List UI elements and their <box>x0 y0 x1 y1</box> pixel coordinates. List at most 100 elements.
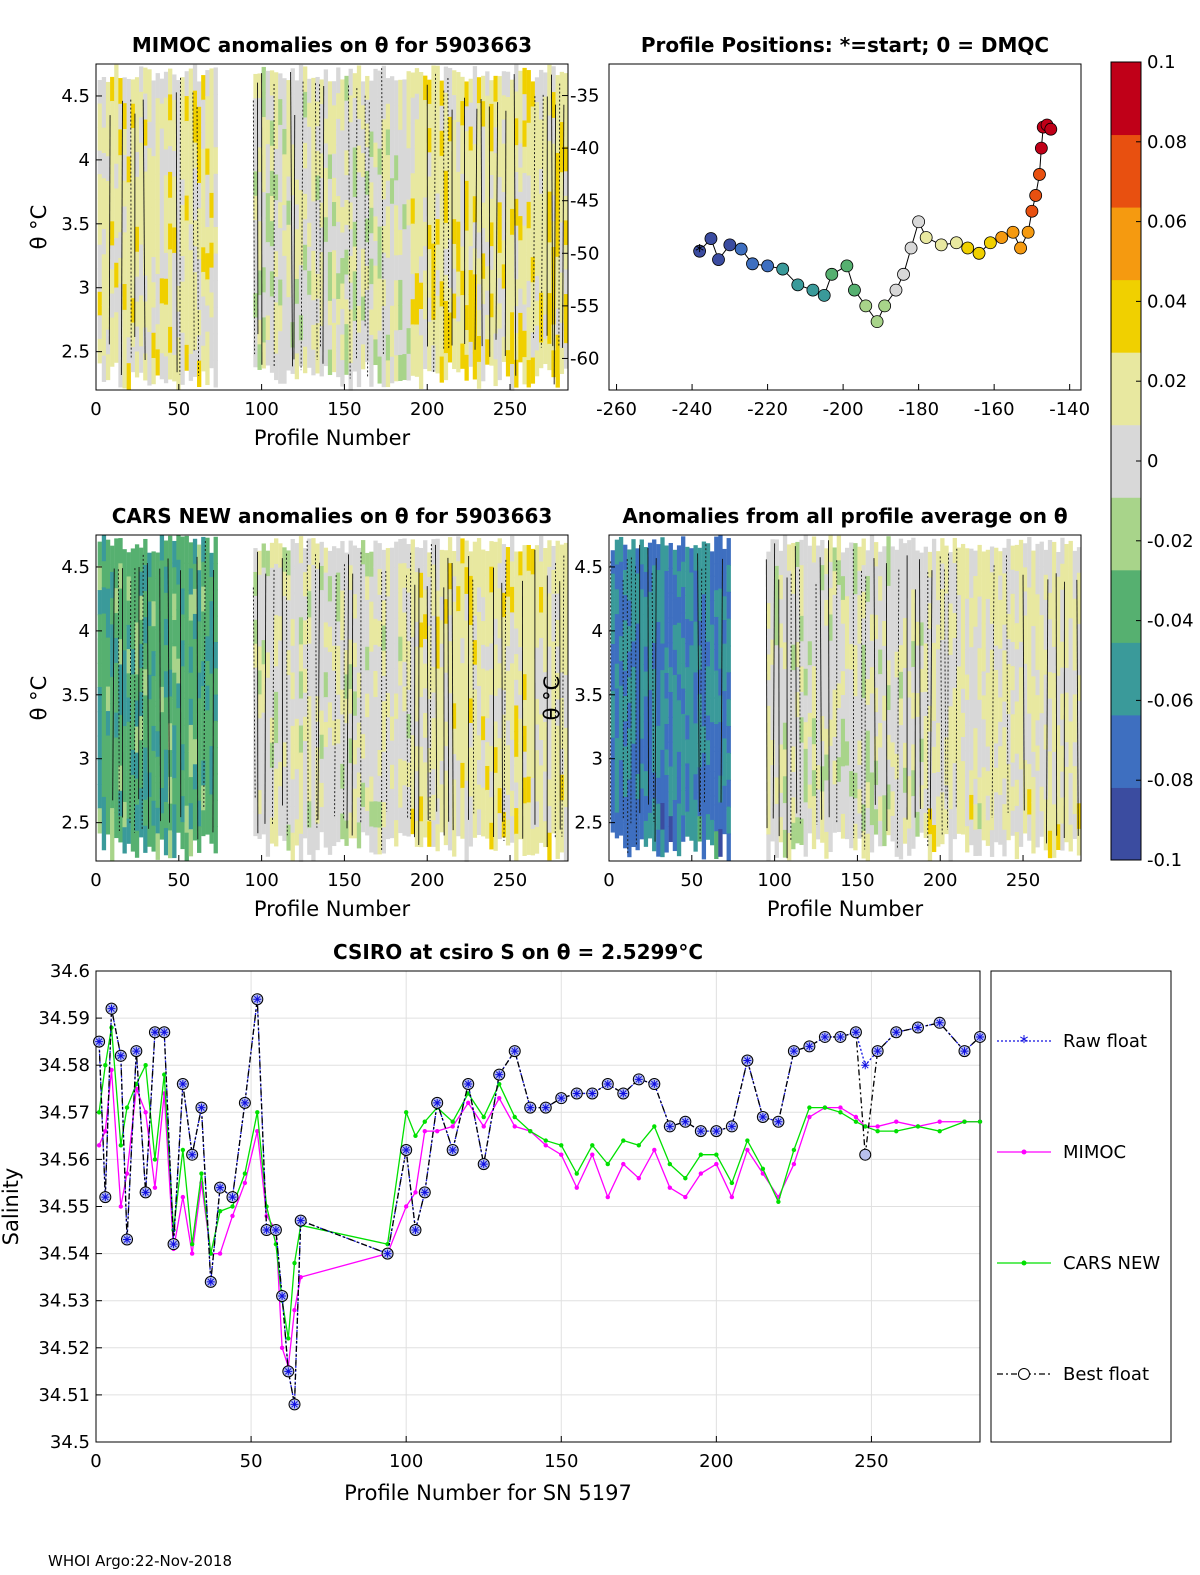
mimoc-panel-cell <box>348 336 353 364</box>
avg-panel-cell <box>652 643 657 670</box>
mimoc-panel-cell <box>269 170 275 197</box>
cars-panel-cell <box>443 672 449 699</box>
avg-panel-cell <box>1064 766 1069 793</box>
mimoc-panel-cell <box>261 192 266 219</box>
mimoc-panel-cell <box>352 97 358 124</box>
avg-panel-cell <box>664 673 669 700</box>
cars-panel-cell <box>311 779 316 808</box>
mimoc-panel-cell <box>510 208 515 236</box>
avg-panel-cell <box>973 550 978 578</box>
avg-panel-cell <box>627 702 632 730</box>
avg-panel-cell <box>820 690 825 718</box>
cars-panel-cell <box>510 688 515 716</box>
mimoc-panel-cell <box>369 258 374 286</box>
cars-panel-cell <box>410 735 415 761</box>
mimoc-panel-cell <box>118 283 123 311</box>
avg-panel-cell <box>778 817 784 843</box>
mimoc-panel-cell <box>410 299 415 326</box>
mimoc-series-point <box>434 1128 440 1134</box>
cars-panel-cell <box>261 688 266 714</box>
mimoc-series-point <box>481 1124 486 1129</box>
avg-panel-cell <box>915 811 920 837</box>
cars-panel-cell <box>114 812 119 839</box>
avg-panel-cell <box>726 564 731 593</box>
cars-panel-cell <box>472 812 478 838</box>
cars-panel-cell <box>369 626 374 653</box>
mimoc-panel-cell <box>452 144 457 171</box>
mimoc-panel-cell <box>253 341 258 368</box>
mimoc-panel-contour <box>300 81 304 371</box>
mimoc-panel-cell <box>105 329 111 356</box>
avg-panel-cell <box>989 804 995 832</box>
avg-panel-cell <box>828 824 833 853</box>
mimoc-panel-cell <box>139 91 144 119</box>
avg-panel-cell <box>994 596 999 623</box>
mimoc-panel-cell <box>118 257 123 285</box>
mimoc-panel-cell <box>522 173 527 201</box>
avg-panel-cell <box>882 795 887 822</box>
avg-panel-cell <box>689 621 694 647</box>
cars-panel-cell <box>418 796 424 823</box>
mimoc-panel-cell <box>332 105 337 131</box>
colorbar-ticklabel: 0.08 <box>1147 132 1187 153</box>
cars-panel-cell <box>282 693 287 720</box>
avg-panel-cell <box>660 537 665 565</box>
cars-panel-cell <box>431 590 436 617</box>
mimoc-panel-cell <box>389 203 395 231</box>
avg-panel-cell <box>849 821 854 849</box>
cars-panel-cell <box>97 808 102 834</box>
avg-panel-cell <box>1043 649 1049 676</box>
cars-panel-cell <box>97 759 102 785</box>
mimoc-panel-cell <box>286 128 291 154</box>
mimoc-panel-cell <box>294 80 300 107</box>
cars-panel-cell <box>298 590 304 619</box>
avg-panel-cell <box>1031 802 1036 829</box>
mimoc-panel-cell <box>97 338 102 364</box>
avg-panel-cell <box>1035 720 1040 747</box>
avg-panel-cell <box>618 735 624 762</box>
cars-panel-cell <box>352 740 358 766</box>
avg-panel-cell <box>1064 692 1069 719</box>
cars-panel-cell <box>147 821 152 847</box>
avg-panel-cell <box>681 587 686 614</box>
avg-panel-contour <box>873 558 876 805</box>
mimoc-panel-cell <box>261 217 266 244</box>
avg-panel-cell <box>787 596 792 625</box>
avg-panel-contour <box>955 548 958 808</box>
mimoc-panel-cell <box>134 226 140 253</box>
avg-panel-cell <box>861 698 866 726</box>
avg-panel-cell <box>977 622 982 650</box>
mimoc-panel-cell <box>151 357 156 385</box>
avg-panel-cell <box>882 820 887 847</box>
avg-panel-cell <box>977 596 982 624</box>
avg-panel-cell <box>672 825 678 852</box>
mimoc-panel-cell <box>139 117 144 144</box>
mimoc-panel-cell <box>352 271 358 298</box>
mimoc-panel-cell <box>526 333 531 362</box>
avg-panel-cell <box>623 721 628 748</box>
mimoc-panel-cell <box>327 325 333 351</box>
raw-series-point <box>789 1047 798 1056</box>
avg-panel-cell <box>857 643 862 669</box>
mimoc-panel-contour <box>504 110 507 357</box>
cars-panel-cell <box>155 654 160 682</box>
avg-panel-cell <box>693 825 698 852</box>
cars-panel-ylabel: θ °C <box>27 676 51 721</box>
cars-panel-cell <box>151 825 156 852</box>
cars-panel-cell <box>439 807 444 833</box>
mimoc-panel-cell <box>344 150 349 177</box>
cars-panel-cell <box>163 775 169 803</box>
cars-panel-cell <box>373 670 378 699</box>
mimoc-panel-cell <box>126 130 131 158</box>
avg-panel-cell <box>832 689 837 715</box>
cars-panel-cell <box>505 547 511 573</box>
avg-panel-cell <box>676 751 682 779</box>
cars-panel-cell <box>197 570 202 597</box>
mimoc-panel-cell <box>143 93 148 121</box>
avg-panel-cell <box>840 790 846 815</box>
cars-panel-cell <box>489 566 494 594</box>
cars-panel-cell <box>518 694 523 720</box>
mimoc-panel-cell <box>385 103 391 131</box>
mimoc-panel-cell <box>435 193 440 221</box>
mimoc-panel-cell <box>385 180 391 208</box>
